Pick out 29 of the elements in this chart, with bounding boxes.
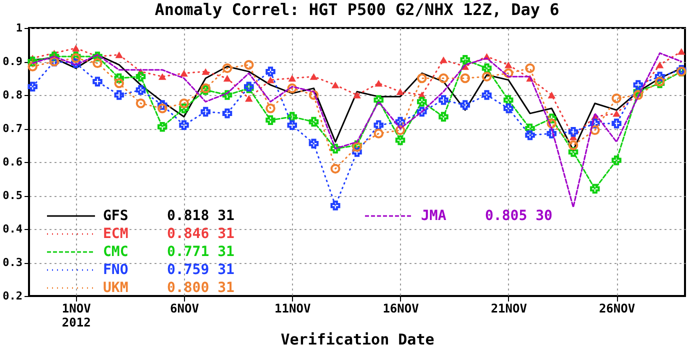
x-tick-label: 6NOV — [170, 302, 199, 316]
x-tick-label: 21NOV — [490, 302, 527, 316]
y-tick-label: 0.3 — [2, 256, 22, 269]
legend-label: JMA — [421, 208, 447, 224]
x-axis-title: Verification Date — [280, 330, 434, 348]
y-tick-label: 0.9 — [2, 55, 22, 68]
annotation: 0.800 31 — [167, 280, 234, 296]
legend-label: UKM — [103, 280, 128, 296]
y-tick-label: 1 — [16, 22, 23, 34]
legend-label: GFS — [103, 208, 128, 224]
y-tick-label: 0.6 — [2, 156, 23, 168]
annotation: 0.805 30 — [485, 208, 552, 224]
legend-label: CMC — [103, 244, 128, 260]
annotation: 0.818 31 — [167, 208, 234, 224]
x-tick-label: 26NOV — [598, 302, 636, 316]
x-tick-label: 1NOV 2012 — [62, 302, 91, 330]
y-tick-label: 0.2 — [2, 290, 22, 302]
annotation: 0.771 31 — [167, 244, 234, 260]
annotation: 0.846 31 — [167, 226, 234, 242]
x-tick-label: 16NOV — [382, 302, 419, 316]
y-tick-label: 0.8 — [2, 88, 22, 102]
x-tick-label: 11NOV — [274, 302, 311, 316]
annotation: 0.759 31 — [167, 262, 234, 278]
y-tick-label: 0.7 — [2, 122, 22, 135]
y-tick-label: 0.5 — [2, 189, 22, 202]
chart-title: Anomaly Correl: HGT P500 G2/NHX 12Z, Day 6 — [154, 0, 560, 19]
y-tick-label: 0.4 — [2, 222, 23, 236]
legend-label: FNO — [103, 262, 128, 278]
legend-label: ECM — [103, 226, 128, 242]
